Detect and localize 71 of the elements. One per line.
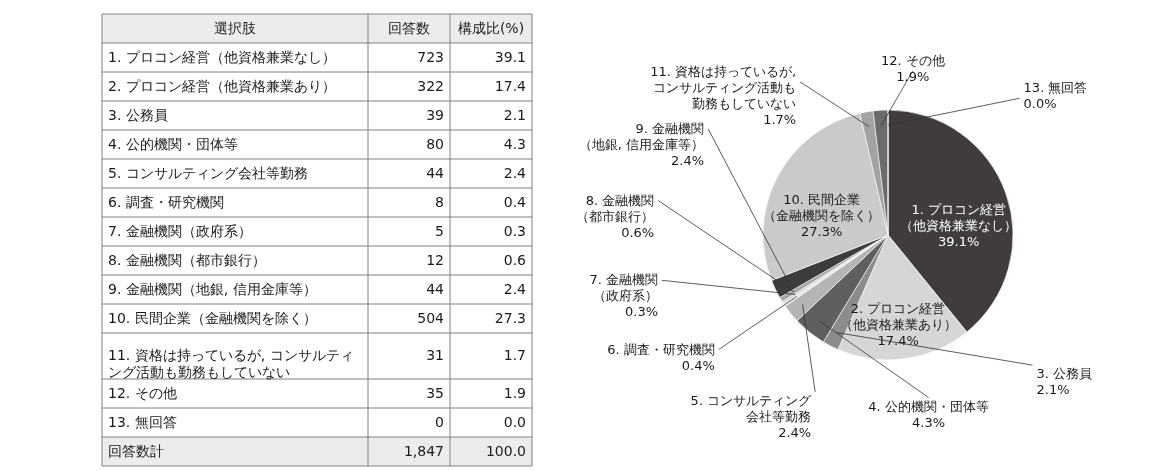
slice-label: 1. プロコン経営（他資格兼業なし） — [900, 201, 1018, 233]
data-label: 4.3% — [912, 414, 946, 430]
category-label: 3. 公務員 — [108, 106, 168, 123]
data-label: 0.4 — [503, 193, 527, 210]
data-label: 5 — [435, 222, 444, 239]
slice-label: 3. 公務員 — [1036, 366, 1093, 382]
data-label: 12 — [426, 251, 444, 268]
data-label: 1.7% — [763, 111, 797, 127]
data-label: 2.4 — [503, 280, 527, 297]
slice-label: 10. 民間企業（金融機関を除く） — [763, 191, 881, 223]
data-label: 723 — [417, 48, 444, 65]
data-label: 0.3 — [503, 222, 526, 239]
slice-label: 9. 金融機関（地銀, 信用金庫等） — [578, 120, 705, 152]
text: 構成比(%) — [457, 19, 525, 36]
category-label: 13. 無回答 — [1023, 80, 1088, 96]
category-label: 9. 金融機関（地銀, 信用金庫等） — [108, 280, 317, 297]
data-label: 17.4 — [494, 77, 527, 94]
slice-label: 12. その他 — [880, 52, 945, 68]
category-label: 13. 無回答 — [108, 413, 177, 430]
data-label: 27.3% — [801, 223, 843, 239]
data-label: 0.6 — [503, 251, 527, 268]
category-label: 10. 民間企業（金融機関を除く） — [108, 309, 317, 326]
text: 1,847 — [403, 442, 444, 459]
slice-label: 8. 金融機関（都市銀行） — [576, 192, 655, 224]
category-label: 8. 金融機関（都市銀行） — [108, 251, 266, 268]
data-label: 80 — [426, 135, 444, 152]
data-label: 0.0 — [503, 413, 526, 430]
category-label: 5. コンサルティング会社等勤務 — [108, 164, 308, 181]
data-label: 4.3 — [503, 135, 526, 152]
text: 100.0 — [485, 442, 526, 459]
category-label: 2. プロコン経営（他資格兼業あり） — [108, 77, 336, 94]
data-label: 2.4% — [778, 424, 812, 440]
data-label: 35 — [426, 384, 444, 401]
text: 回答数 — [388, 19, 430, 36]
data-label: 44 — [426, 280, 445, 297]
data-label: 0.4% — [681, 357, 715, 373]
text: 0.0% — [1023, 96, 1057, 112]
data-label: 322 — [417, 77, 444, 94]
data-label: 31 — [426, 347, 444, 363]
category-label: 12. その他 — [108, 384, 177, 401]
category-label: 1. プロコン経営（他資格兼業なし） — [108, 48, 336, 65]
category-label: 6. 調査・研究機関 — [108, 193, 224, 210]
data-label: 39.1 — [494, 48, 526, 65]
slice-label: 4. 公的機関・団体等 — [868, 398, 989, 414]
text: 選択肢 — [214, 19, 256, 36]
text: 回答数計 — [108, 442, 164, 459]
data-label: 1.9 — [503, 384, 526, 401]
data-label: 2.1 — [503, 106, 526, 123]
data-label: 2.4 — [503, 164, 527, 181]
data-label: 0.3% — [625, 304, 659, 320]
slice-label: 11. 資格は持っているが, コンサルティング活動も勤務もしていない — [650, 63, 797, 111]
data-label: 44 — [426, 164, 445, 181]
data-label: 39 — [426, 106, 444, 123]
data-label: 27.3 — [494, 309, 526, 326]
data-label: 2.1% — [1036, 382, 1070, 398]
data-label: 0.6% — [621, 224, 655, 240]
slice-label: 5. コンサルティング会社等勤務 — [690, 392, 813, 424]
data-label: 2.4% — [671, 152, 705, 168]
data-label: 1.7 — [503, 347, 526, 363]
data-label: 39.1% — [938, 233, 980, 249]
data-label: 17.4% — [877, 333, 919, 349]
category-label: 7. 金融機関（政府系） — [108, 222, 252, 239]
slice-label: 2. プロコン経営（他資格兼業あり） — [839, 301, 957, 333]
slice-label: 6. 調査・研究機関 — [607, 341, 715, 357]
category-label: 11. 資格は持っているが, コンサルティング活動も勤務もしていない — [108, 347, 354, 380]
data-label: 8 — [435, 193, 444, 210]
category-label: 4. 公的機関・団体等 — [108, 135, 238, 152]
slice-label: 7. 金融機関（政府系） — [589, 272, 659, 304]
data-label: 0 — [435, 413, 444, 430]
data-label: 504 — [417, 309, 445, 326]
data-label: 1.9% — [896, 68, 930, 84]
